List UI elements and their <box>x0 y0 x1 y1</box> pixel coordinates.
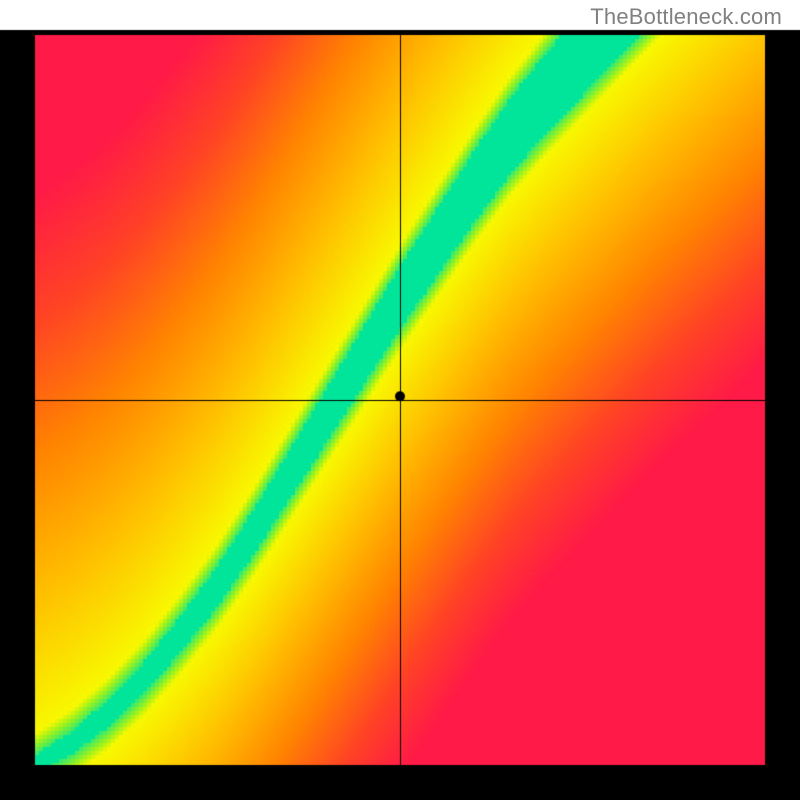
chart-root: TheBottleneck.com <box>0 0 800 800</box>
heatmap-canvas <box>0 0 800 800</box>
watermark-text: TheBottleneck.com <box>590 4 782 30</box>
